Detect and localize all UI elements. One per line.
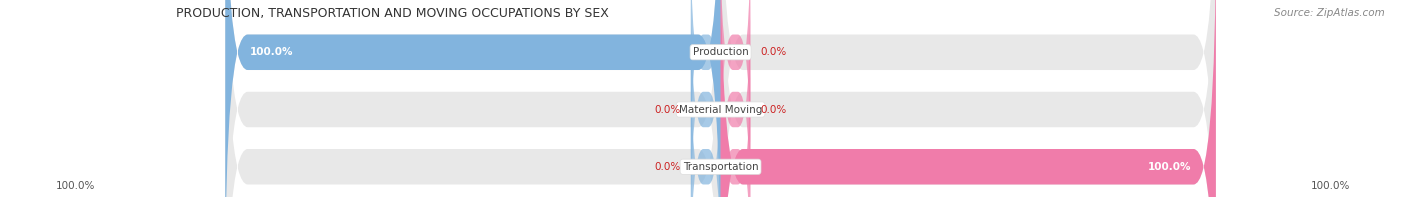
FancyBboxPatch shape <box>721 0 1216 197</box>
Text: PRODUCTION, TRANSPORTATION AND MOVING OCCUPATIONS BY SEX: PRODUCTION, TRANSPORTATION AND MOVING OC… <box>176 7 609 20</box>
FancyBboxPatch shape <box>721 0 1216 197</box>
FancyBboxPatch shape <box>225 0 721 197</box>
FancyBboxPatch shape <box>721 0 751 178</box>
FancyBboxPatch shape <box>690 0 721 178</box>
FancyBboxPatch shape <box>721 0 1216 197</box>
FancyBboxPatch shape <box>225 0 721 197</box>
Text: Transportation: Transportation <box>683 162 758 172</box>
Text: Production: Production <box>693 47 748 57</box>
Text: Source: ZipAtlas.com: Source: ZipAtlas.com <box>1274 8 1385 18</box>
Text: Material Moving: Material Moving <box>679 104 762 114</box>
Text: 0.0%: 0.0% <box>655 104 681 114</box>
Text: 0.0%: 0.0% <box>655 162 681 172</box>
FancyBboxPatch shape <box>225 0 721 197</box>
Text: 100.0%: 100.0% <box>56 181 96 191</box>
Text: 0.0%: 0.0% <box>761 47 786 57</box>
FancyBboxPatch shape <box>721 0 1216 197</box>
Text: 100.0%: 100.0% <box>250 47 294 57</box>
FancyBboxPatch shape <box>690 41 721 197</box>
FancyBboxPatch shape <box>721 0 751 197</box>
FancyBboxPatch shape <box>690 0 721 197</box>
FancyBboxPatch shape <box>721 41 751 197</box>
Text: 100.0%: 100.0% <box>1147 162 1191 172</box>
FancyBboxPatch shape <box>225 0 721 197</box>
Text: 100.0%: 100.0% <box>1310 181 1350 191</box>
Text: 0.0%: 0.0% <box>761 104 786 114</box>
